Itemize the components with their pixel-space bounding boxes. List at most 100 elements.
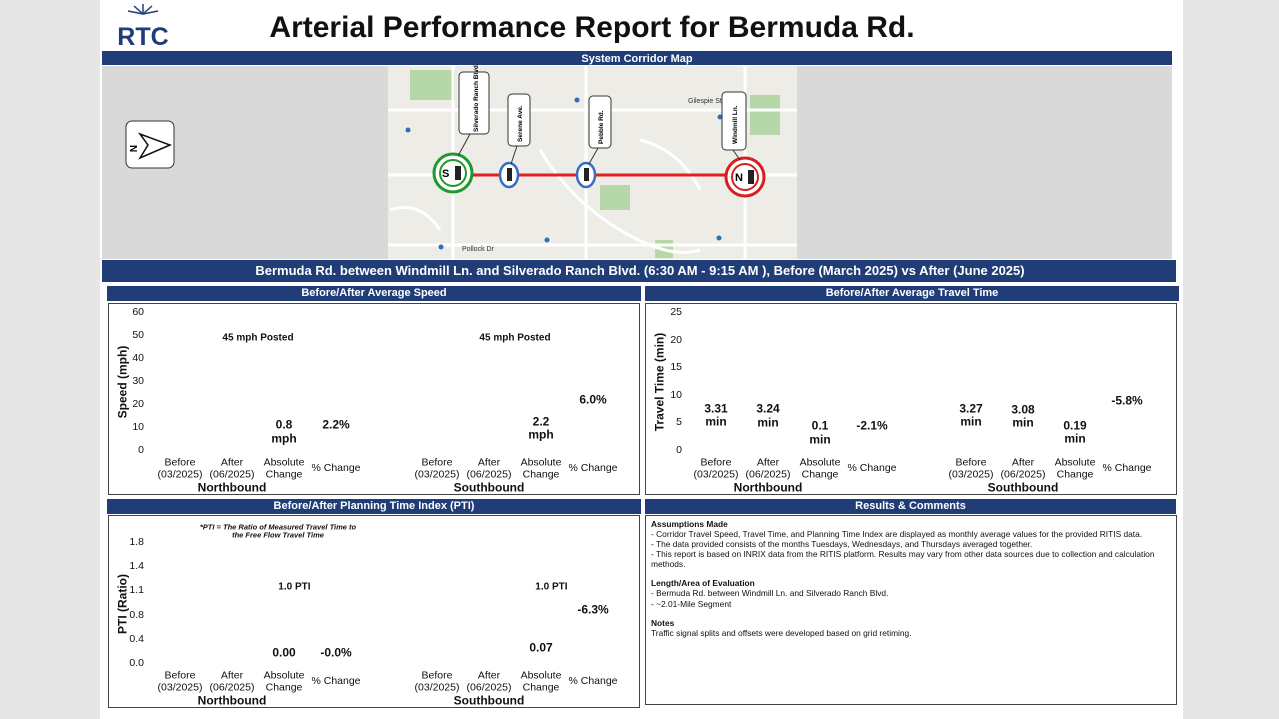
x-tick-label: After (06/2025) xyxy=(746,457,791,481)
value-label: 0.00 xyxy=(272,646,295,659)
group-label: Northbound xyxy=(198,694,267,707)
results-section: Length/Area of Evaluation- Bermuda Rd. b… xyxy=(651,578,1171,608)
y-tick-label: 50 xyxy=(132,330,144,342)
y-tick-label: 40 xyxy=(132,353,144,365)
section-line: - Corridor Travel Speed, Travel Time, an… xyxy=(651,529,1171,539)
section-line: - ~2.01-Mile Segment xyxy=(651,599,1171,609)
chart-header: Before/After Planning Time Index (PTI) xyxy=(107,499,641,514)
y-tick-label: 20 xyxy=(132,399,144,411)
y-tick-label: 1.1 xyxy=(129,586,144,598)
intersection-label: Pebble Rd. xyxy=(598,110,605,144)
intersection-marker: S xyxy=(442,168,449,180)
x-tick-label: After (06/2025) xyxy=(1001,457,1046,481)
value-label: 36.9 mph xyxy=(424,371,449,398)
x-tick-label: After (06/2025) xyxy=(467,670,512,694)
value-label: -6.3% xyxy=(577,603,608,616)
value-label: 0.1 min xyxy=(809,420,830,447)
reference-label: 1.0 PTI xyxy=(278,581,310,592)
chart-header: Before/After Average Speed xyxy=(107,286,641,301)
intersection-marker: N xyxy=(735,172,743,184)
chart-note: *PTI = The Ratio of Measured Travel Time… xyxy=(198,524,358,541)
x-tick-label: After (06/2025) xyxy=(210,457,255,481)
page: RTC Arterial Performance Report for Berm… xyxy=(0,0,1279,719)
section-line: - The data provided consists of the mont… xyxy=(651,539,1171,549)
intersection-label: Windmill Ln. xyxy=(732,105,739,144)
x-tick-label: % Change xyxy=(1102,463,1151,475)
x-tick-label: Absolute Change xyxy=(800,457,841,481)
results-section: Assumptions Made- Corridor Travel Speed,… xyxy=(651,519,1171,569)
y-tick-label: 0 xyxy=(676,445,682,457)
group-label: Southbound xyxy=(454,694,525,707)
section-line: - This report is based on INRIX data fro… xyxy=(651,549,1171,569)
map-image xyxy=(388,66,797,259)
y-tick-label: 0.0 xyxy=(129,658,144,670)
reference-label: 1.0 PTI xyxy=(535,581,567,592)
y-tick-label: 30 xyxy=(132,376,144,388)
x-tick-label: Absolute Change xyxy=(264,670,305,694)
banner: Bermuda Rd. between Windmill Ln. and Sil… xyxy=(255,263,1024,278)
map-title: System Corridor Map xyxy=(581,53,693,65)
value-label: 0.07 xyxy=(529,642,552,655)
y-tick-label: 1.4 xyxy=(129,561,144,573)
value-label: 3.24 min xyxy=(756,403,779,430)
x-tick-label: Before (03/2025) xyxy=(158,457,203,481)
compass-n: N xyxy=(127,145,138,152)
x-tick-label: % Change xyxy=(568,676,617,688)
value-label: 0.8 mph xyxy=(271,419,296,446)
value-label: 36.4 mph xyxy=(167,372,192,399)
reference-label: 45 mph Posted xyxy=(222,332,293,343)
x-tick-label: Before (03/2025) xyxy=(415,670,460,694)
value-label: 1.19 xyxy=(168,589,191,602)
x-tick-label: % Change xyxy=(847,463,896,475)
value-label: 39.1 mph xyxy=(476,366,501,393)
chart-header: Before/After Average Travel Time xyxy=(645,286,1179,301)
x-tick-label: Absolute Change xyxy=(521,670,562,694)
x-tick-label: Absolute Change xyxy=(521,457,562,481)
y-tick-label: 25 xyxy=(670,307,682,319)
x-tick-label: After (06/2025) xyxy=(467,457,512,481)
value-label: 1.05 xyxy=(477,599,500,612)
section-heading: Assumptions Made xyxy=(651,519,1171,529)
section-heading: Length/Area of Evaluation xyxy=(651,578,1171,588)
group-label: Northbound xyxy=(734,481,803,494)
y-axis-label: PTI (Ratio) xyxy=(116,574,129,634)
y-tick-label: 20 xyxy=(670,335,682,347)
group-label: Southbound xyxy=(454,481,525,494)
value-label: -0.0% xyxy=(320,646,351,659)
value-label: 2.2 mph xyxy=(528,416,553,443)
y-axis-label: Travel Time (min) xyxy=(653,333,666,431)
street-label: Pollock Dr xyxy=(462,246,495,253)
value-label: 3.31 min xyxy=(704,402,727,429)
x-tick-label: % Change xyxy=(568,463,617,475)
y-tick-label: 60 xyxy=(132,307,144,319)
logo: RTC xyxy=(117,23,168,51)
intersection-label: Serene Ave. xyxy=(517,105,524,142)
section-heading: Notes xyxy=(651,618,1171,628)
x-tick-label: % Change xyxy=(311,676,360,688)
y-axis-label: Speed (mph) xyxy=(116,346,129,419)
results-text: Assumptions Made- Corridor Travel Speed,… xyxy=(651,519,1171,647)
y-tick-label: 15 xyxy=(670,362,682,374)
x-tick-label: Before (03/2025) xyxy=(949,457,994,481)
y-tick-label: 10 xyxy=(132,422,144,434)
y-tick-label: 0.4 xyxy=(129,634,144,646)
x-tick-label: Before (03/2025) xyxy=(158,670,203,694)
logo-rays xyxy=(128,4,158,14)
value-label: -5.8% xyxy=(1111,395,1142,408)
intersection-label: Silverado Ranch Blvd. xyxy=(473,63,480,132)
street-label: Gilespie St xyxy=(688,98,722,105)
y-tick-label: 1.8 xyxy=(129,537,144,549)
x-tick-label: After (06/2025) xyxy=(210,670,255,694)
x-tick-label: Absolute Change xyxy=(1055,457,1096,481)
y-tick-label: 5 xyxy=(676,418,682,430)
value-label: -2.1% xyxy=(856,419,887,432)
value-label: 1.19 xyxy=(220,589,243,602)
y-tick-label: 0.8 xyxy=(129,610,144,622)
value-label: 2.2% xyxy=(322,419,349,432)
value-label: 3.08 min xyxy=(1011,404,1034,431)
section-line: - Bermuda Rd. between Windmill Ln. and S… xyxy=(651,588,1171,598)
y-tick-label: 10 xyxy=(670,390,682,402)
results-header: Results & Comments xyxy=(645,499,1176,514)
x-tick-label: Before (03/2025) xyxy=(415,457,460,481)
